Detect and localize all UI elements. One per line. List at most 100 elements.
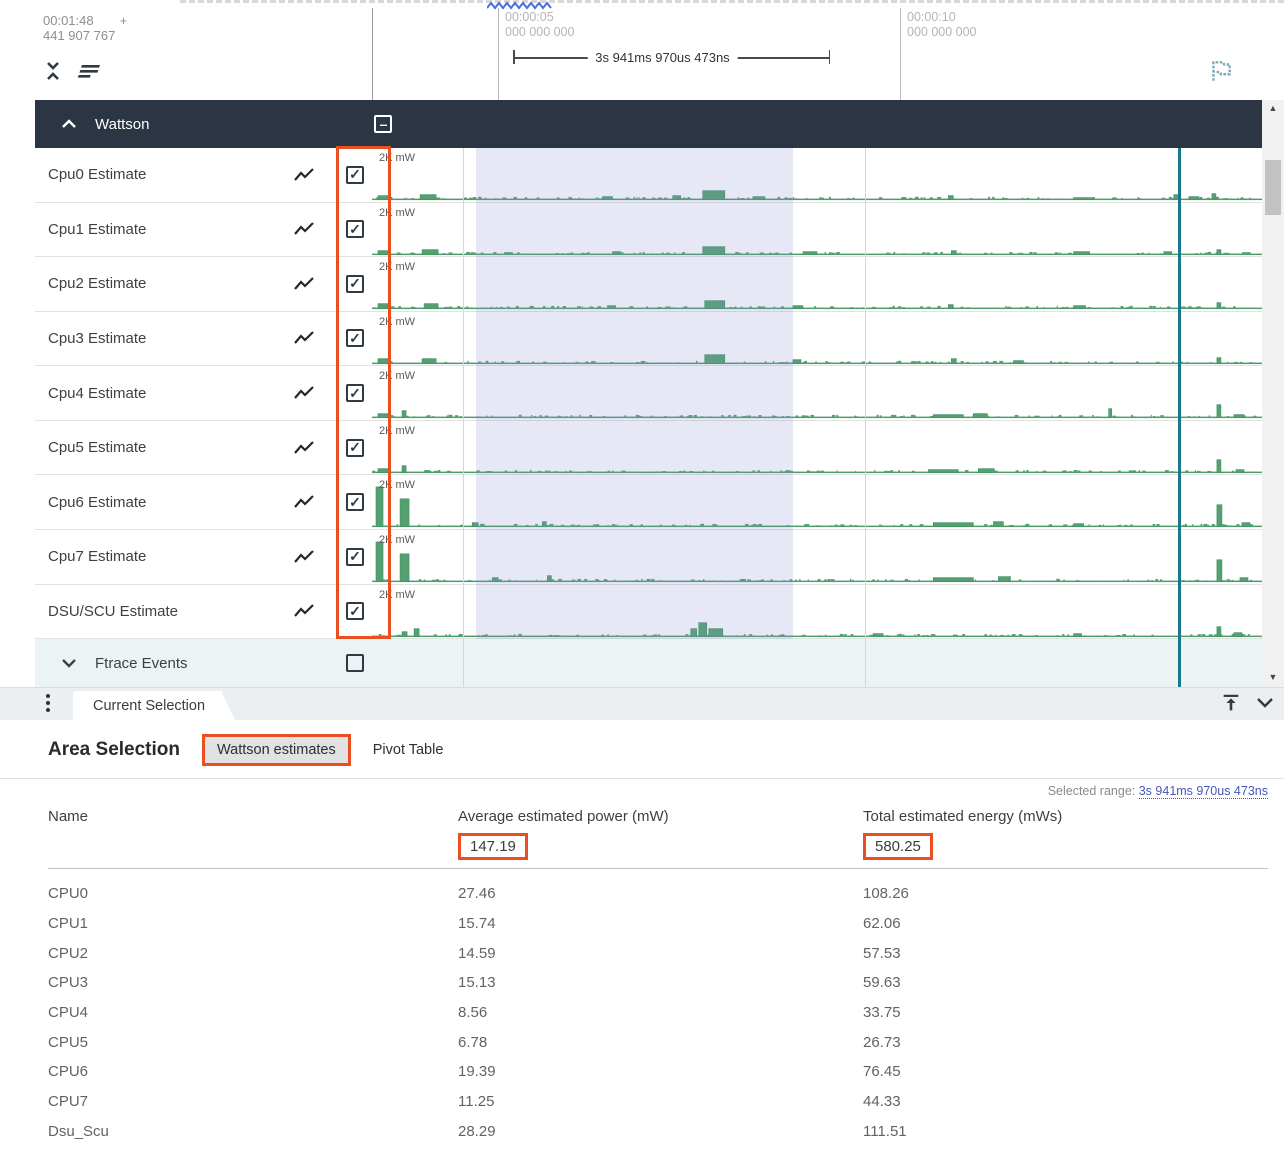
- details-panel-bar: Current Selection: [0, 687, 1284, 720]
- show-chart-icon[interactable]: [293, 221, 315, 237]
- track-canvas[interactable]: 2K mW: [372, 366, 1262, 420]
- track-row[interactable]: DSU/SCU Estimate ✓ 2K mW: [35, 584, 1262, 640]
- counter-trace: [372, 190, 1262, 201]
- spellcheck-squiggle: [487, 1, 552, 10]
- table-cell: CPU4: [48, 1004, 89, 1022]
- track-row[interactable]: Cpu2 Estimate ✓ 2K mW: [35, 257, 1262, 312]
- track-row[interactable]: Cpu0 Estimate ✓ 2K mW: [35, 148, 1262, 203]
- table-cell: CPU7: [48, 1093, 89, 1111]
- counter-trace: [372, 245, 1262, 255]
- track-row[interactable]: Cpu5 Estimate ✓ 2K mW: [35, 420, 1262, 476]
- track-canvas[interactable]: 2K mW: [372, 203, 1262, 257]
- ftrace-group-checkbox[interactable]: [346, 654, 364, 672]
- track-label: Cpu3 Estimate: [48, 329, 147, 347]
- track-checkbox[interactable]: ✓: [346, 547, 364, 566]
- table-cell: 19.39: [458, 1063, 496, 1081]
- scrollbar-thumb[interactable]: [1265, 160, 1281, 215]
- track-canvas[interactable]: 2K mW: [372, 257, 1262, 311]
- table-row: CPU3 15.13 59.63: [48, 968, 1268, 998]
- track-scale-label: 2K mW: [379, 315, 416, 328]
- drag-dots-icon[interactable]: [46, 694, 50, 712]
- table-cell: 11.25: [458, 1093, 495, 1111]
- table-cell: 6.78: [458, 1033, 488, 1051]
- track-row[interactable]: Cpu3 Estimate ✓ 2K mW: [35, 311, 1262, 367]
- col-header-energy: Total estimated energy (mWs): [863, 808, 1063, 825]
- track-label: Cpu2 Estimate: [48, 275, 147, 293]
- track-checkbox[interactable]: ✓: [346, 493, 364, 512]
- table-cell: CPU5: [48, 1033, 89, 1051]
- track-checkbox[interactable]: ✓: [346, 329, 364, 348]
- scroll-up-icon[interactable]: ▲: [1268, 103, 1278, 113]
- track-label: Cpu4 Estimate: [48, 384, 147, 402]
- show-chart-icon[interactable]: [293, 276, 315, 292]
- track-checkbox[interactable]: ✓: [346, 602, 364, 621]
- track-label: Cpu1 Estimate: [48, 220, 147, 238]
- show-chart-icon[interactable]: [293, 549, 315, 565]
- cursor-line: [1178, 148, 1181, 687]
- counter-trace: [372, 459, 1262, 473]
- table-row: CPU7 11.25 44.33: [48, 1087, 1268, 1117]
- scroll-down-icon[interactable]: ▼: [1268, 672, 1278, 682]
- total-power-value: 147.19: [470, 838, 516, 855]
- track-label: Cpu0 Estimate: [48, 166, 147, 184]
- table-cell: 27.46: [458, 885, 496, 903]
- show-chart-icon[interactable]: [293, 494, 315, 510]
- tab-pivot-table[interactable]: Pivot Table: [372, 742, 444, 758]
- track-checkbox[interactable]: ✓: [346, 438, 364, 457]
- show-chart-icon[interactable]: [293, 330, 315, 346]
- track-canvas[interactable]: 2K mW: [372, 421, 1262, 475]
- track-label: Cpu7 Estimate: [48, 548, 147, 566]
- show-chart-icon[interactable]: [293, 603, 315, 619]
- table-cell: 44.33: [863, 1093, 901, 1111]
- col-header-name: Name: [48, 808, 89, 825]
- table-row: CPU5 6.78 26.73: [48, 1027, 1268, 1057]
- selected-range-link[interactable]: 3s 941ms 970us 473ns: [1138, 784, 1268, 799]
- track-label: DSU/SCU Estimate: [48, 602, 179, 620]
- sort-lines-icon[interactable]: [75, 63, 102, 79]
- track-canvas[interactable]: 2K mW: [372, 530, 1262, 584]
- track-checkbox[interactable]: ✓: [346, 165, 364, 184]
- table-cell: 76.45: [863, 1063, 901, 1081]
- annotation-rect-tab: Wattson estimates: [202, 734, 351, 766]
- track-canvas[interactable]: 2K mW: [372, 475, 1262, 529]
- gridline-5s: [498, 8, 499, 100]
- unfold-less-icon[interactable]: [44, 60, 62, 82]
- wattson-group-checkbox[interactable]: –: [374, 115, 393, 133]
- track-row[interactable]: Cpu4 Estimate ✓ 2K mW: [35, 366, 1262, 421]
- table-cell: 111.51: [863, 1122, 907, 1140]
- vertical-align-top-icon[interactable]: [1220, 692, 1242, 714]
- table-row: CPU2 14.59 57.53: [48, 938, 1268, 968]
- track-canvas[interactable]: 2K mW: [372, 585, 1262, 639]
- track-row[interactable]: Cpu6 Estimate ✓ 2K mW: [35, 475, 1262, 530]
- track-checkbox[interactable]: ✓: [346, 274, 364, 293]
- table-cell: CPU1: [48, 915, 89, 933]
- table-cell: 57.53: [863, 944, 901, 962]
- table-cell: CPU3: [48, 974, 89, 992]
- table-row: CPU0 27.46 108.26: [48, 879, 1268, 909]
- track-group-ftrace[interactable]: Ftrace Events: [35, 639, 1262, 687]
- track-row[interactable]: Cpu7 Estimate ✓ 2K mW: [35, 529, 1262, 585]
- track-checkbox[interactable]: ✓: [346, 384, 364, 403]
- counter-trace: [372, 354, 1262, 364]
- tab-current-selection[interactable]: Current Selection: [73, 691, 235, 720]
- vertical-scrollbar[interactable]: ▲ ▼: [1262, 100, 1284, 687]
- track-canvas[interactable]: 2K mW: [372, 312, 1262, 366]
- track-group-wattson[interactable]: Wattson –: [35, 100, 1262, 148]
- chevron-down-icon[interactable]: [61, 658, 77, 668]
- track-row[interactable]: Cpu1 Estimate ✓ 2K mW: [35, 202, 1262, 258]
- tab-wattson-estimates[interactable]: Wattson estimates: [205, 737, 348, 763]
- show-chart-icon[interactable]: [293, 167, 315, 183]
- show-chart-icon[interactable]: [293, 440, 315, 456]
- table-cell: CPU0: [48, 885, 89, 903]
- estimates-table: Name Average estimated power (mW) Total …: [48, 800, 1268, 1146]
- show-chart-icon[interactable]: [293, 385, 315, 401]
- track-checkbox[interactable]: ✓: [346, 220, 364, 239]
- counter-trace: [372, 486, 1262, 528]
- flag-icon[interactable]: [1208, 58, 1234, 84]
- track-canvas[interactable]: 2K mW: [372, 148, 1262, 202]
- chevron-down-icon[interactable]: [1256, 697, 1274, 709]
- chevron-up-icon[interactable]: [61, 119, 77, 129]
- time-marker: 00:00:05 000 000 000: [505, 10, 575, 39]
- clipped-text-artifact: [180, 0, 1284, 3]
- track-scale-label: 2K mW: [379, 424, 416, 437]
